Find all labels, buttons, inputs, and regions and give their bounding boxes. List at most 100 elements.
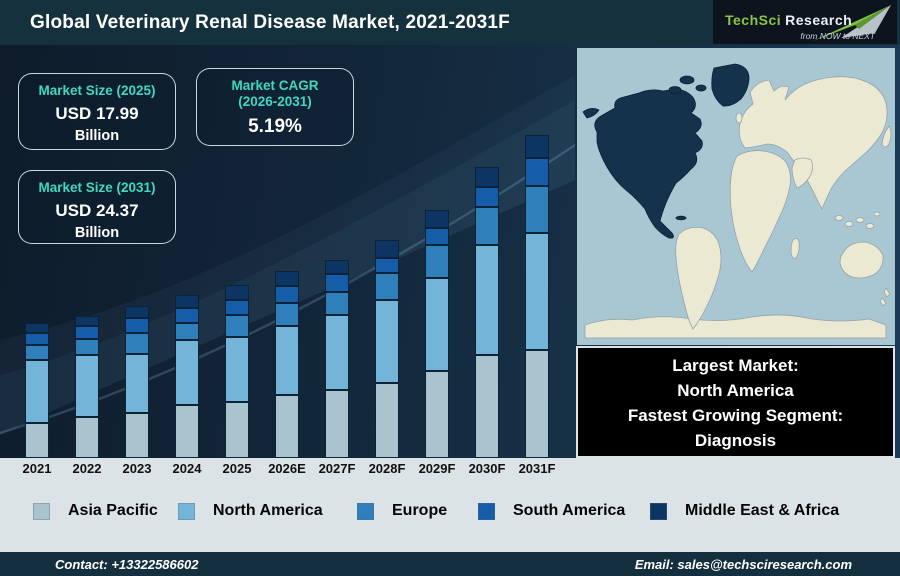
region-arabia <box>791 157 813 189</box>
stat-label: Market Size (2025) <box>38 83 156 98</box>
bar-segment-middle-east-africa <box>225 285 249 300</box>
continent-australia <box>839 241 884 279</box>
x-axis-label-2031F: 2031F <box>518 461 556 476</box>
stat-value: USD 24.37 <box>55 201 139 220</box>
bar-segment-asia-pacific <box>175 405 199 458</box>
bar-segment-asia-pacific <box>125 413 149 458</box>
bar-segment-north-america <box>325 315 349 390</box>
bar-2025 <box>225 285 249 458</box>
x-axis-label-2027F: 2027F <box>318 461 356 476</box>
bar-segment-north-america <box>525 233 549 350</box>
bar-segment-asia-pacific <box>275 395 299 458</box>
bar-segment-south-america <box>25 333 49 345</box>
fastest-segment-label: Fastest Growing Segment: <box>627 406 844 425</box>
island-sea-3 <box>855 217 865 223</box>
logo-arrow-icon <box>813 5 891 41</box>
bar-segment-middle-east-africa <box>475 167 499 187</box>
logo-text: TechSci Research from NOW to NEXT <box>725 13 875 43</box>
stat-card-market-cagr: Market CAGR (2026-2031) 5.19% <box>196 68 354 146</box>
bar-segment-south-america <box>325 274 349 292</box>
legend-swatch <box>178 502 195 520</box>
bar-segment-south-america <box>175 308 199 323</box>
island-uk <box>735 112 743 124</box>
bar-2029F <box>425 210 449 458</box>
chart-legend: Asia Pacific North America Europe South Ame… <box>0 502 900 526</box>
logo-brand-primary: TechSci <box>725 12 782 28</box>
bar-segment-middle-east-africa <box>25 323 49 333</box>
island-madagascar <box>790 238 800 259</box>
x-axis-label-2029F: 2029F <box>418 461 456 476</box>
bar-segment-south-america <box>275 286 299 303</box>
bar-segment-north-america <box>225 337 249 402</box>
contact-phone: Contact: +13322586602 <box>55 556 199 572</box>
x-axis-label-2021: 2021 <box>22 461 52 476</box>
bar-segment-asia-pacific <box>425 371 449 458</box>
x-axis-label-2023: 2023 <box>122 461 152 476</box>
fastest-segment-value: Diagnosis <box>694 431 777 450</box>
bar-2021 <box>25 323 49 458</box>
legend-label: Middle East & Africa <box>685 502 840 519</box>
bar-segment-europe <box>475 207 499 245</box>
legend-label: Asia Pacific <box>68 502 158 519</box>
bars-container <box>0 45 575 458</box>
bar-2023 <box>125 306 149 458</box>
bar-segment-europe <box>25 345 49 360</box>
island-arctic-1 <box>679 75 695 85</box>
bar-segment-north-america <box>375 300 399 383</box>
stacked-bar-chart: Market Size (2025) USD 17.99 Billion Mar… <box>0 45 575 458</box>
bar-segment-europe <box>325 292 349 315</box>
main-panel: Market Size (2025) USD 17.99 Billion Mar… <box>0 45 900 458</box>
legend-swatch <box>478 502 495 520</box>
bar-segment-asia-pacific <box>475 355 499 458</box>
island-japan <box>881 125 892 148</box>
bar-segment-middle-east-africa <box>275 271 299 286</box>
bar-segment-middle-east-africa <box>125 306 149 318</box>
world-map <box>577 48 895 345</box>
bar-segment-south-america <box>375 258 399 273</box>
legend-item-europe: Europe <box>357 502 447 520</box>
island-cuba <box>675 215 687 221</box>
x-axis-label-2030F: 2030F <box>468 461 506 476</box>
highlight-box: Largest Market: North America Fastest Gr… <box>576 346 895 458</box>
contact-email: Email: sales@techsciresearch.com <box>634 556 852 572</box>
island-greenland-highlight <box>711 63 750 107</box>
bar-segment-north-america <box>175 340 199 405</box>
x-axis-labels: 2021 2022 2023 2024 2025 2026E 2027F 2028F 2029F… <box>0 461 575 481</box>
bar-segment-south-america <box>425 228 449 245</box>
x-axis-label-2022: 2022 <box>72 461 102 476</box>
bar-2028F <box>375 240 399 458</box>
stat-card-market-size-2031: Market Size (2031) USD 24.37 Billion <box>18 170 176 244</box>
bar-segment-south-america <box>75 326 99 339</box>
bar-segment-north-america <box>125 354 149 413</box>
stat-label: (2026-2031) <box>238 94 312 109</box>
logo-brand-secondary: Research <box>785 12 853 28</box>
bar-segment-middle-east-africa <box>425 210 449 228</box>
bar-segment-asia-pacific <box>525 350 549 458</box>
bar-segment-north-america <box>275 326 299 395</box>
bar-segment-asia-pacific <box>375 383 399 458</box>
stat-label: Market CAGR <box>231 78 319 93</box>
x-axis-label-2028F: 2028F <box>368 461 406 476</box>
legend-swatch <box>650 502 667 520</box>
legend-swatch <box>33 502 50 520</box>
continent-south-america <box>675 226 722 330</box>
continent-africa <box>729 150 791 273</box>
footer: Contact: +13322586602 Email: sales@techs… <box>0 552 900 576</box>
legend-item-south-america: South America <box>478 502 625 520</box>
logo-tagline: from NOW to NEXT <box>800 31 875 41</box>
island-sea-5 <box>873 211 881 217</box>
bar-segment-europe <box>425 245 449 278</box>
bar-2024 <box>175 295 199 458</box>
bar-segment-middle-east-africa <box>75 316 99 326</box>
bar-segment-south-america <box>525 158 549 186</box>
bar-segment-europe <box>375 273 399 300</box>
legend-item-north-america: North America <box>178 502 323 520</box>
page-title: Global Veterinary Renal Disease Market, … <box>30 11 510 33</box>
stat-label: Market Size (2031) <box>38 180 156 195</box>
x-axis-label-2024: 2024 <box>172 461 202 476</box>
bar-2026E <box>275 271 299 458</box>
bar-segment-south-america <box>475 187 499 207</box>
bar-segment-middle-east-africa <box>325 260 349 274</box>
island-sea-1 <box>834 215 844 221</box>
